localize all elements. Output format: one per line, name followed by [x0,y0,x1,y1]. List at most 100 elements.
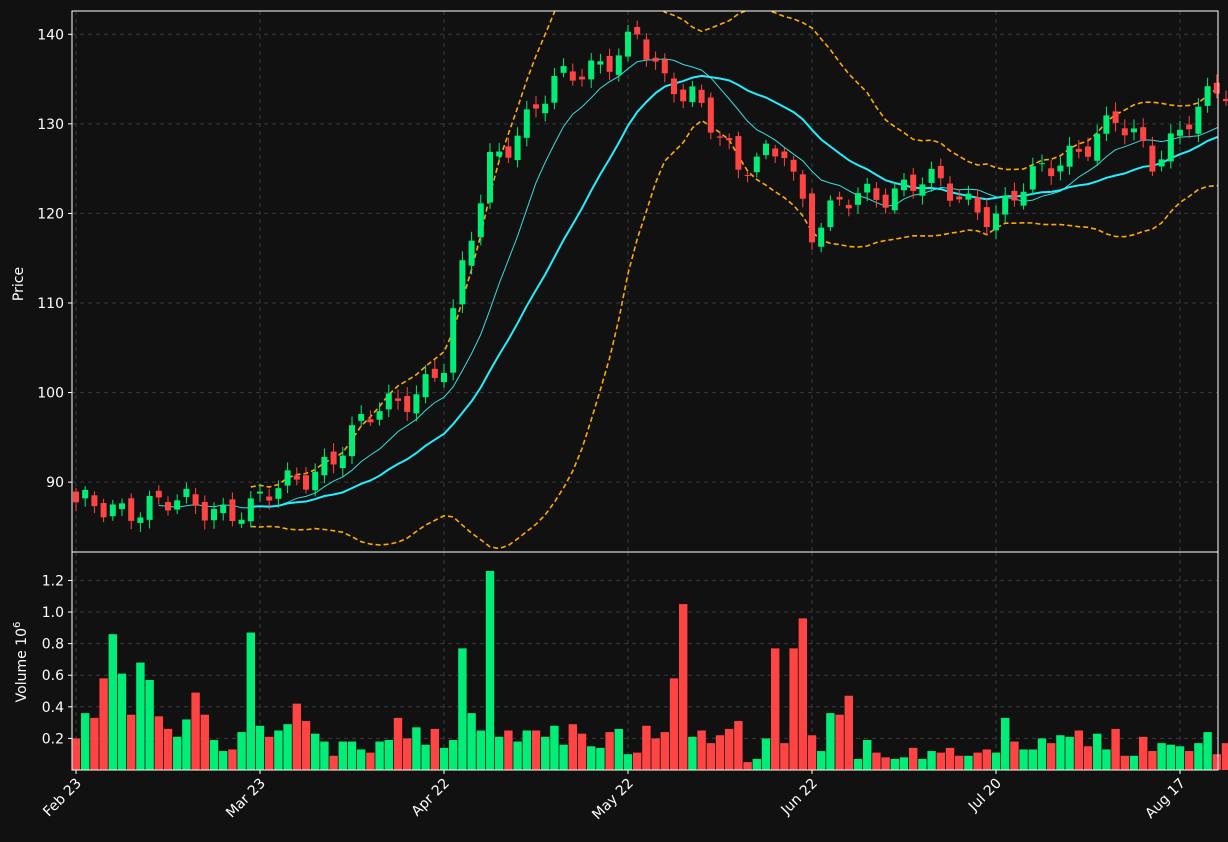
candle-body [772,148,779,157]
candle-body [753,156,760,173]
candle-body [910,174,917,191]
candle-body [339,455,346,469]
volume-bar [734,721,743,770]
moving-averages [158,58,1218,509]
volume-tick-label: 0.6 [42,668,64,684]
volume-bar [596,747,605,770]
candle-body [137,517,144,523]
candle-body [266,496,273,501]
candle-body [385,393,392,410]
candle-body [514,135,521,161]
volume-bar [99,678,108,770]
candle-body [606,55,613,72]
candle-body [82,489,89,499]
candle-body [983,207,990,228]
candle-body [431,368,438,378]
volume-bar [780,743,789,770]
candle-body [707,97,714,133]
volume-bar [660,732,669,770]
volume-bar [90,717,99,770]
candle-body [671,78,677,95]
candle-body [735,136,742,170]
volume-bar [669,678,679,770]
volume-bar [1139,736,1148,770]
volume-bar [228,749,237,770]
candle-body [956,196,963,200]
candle-body [763,143,769,156]
volume-bar [982,749,991,770]
volume-grid [72,552,1218,770]
candle-body [165,502,171,511]
volume-bar [1185,751,1194,770]
candle-body [698,89,705,103]
candle-body [404,396,411,412]
candle-body [919,184,926,196]
candle-body [533,104,539,109]
candle-body [330,451,337,465]
candle-body [109,504,116,517]
volume-bar [504,730,513,770]
candle-body [937,165,944,179]
price-tick-label: 110 [37,296,64,312]
candle-body [1057,165,1064,172]
candle-body [974,197,981,213]
candle-body [790,159,797,172]
volume-bar [439,747,449,770]
volume-bar [430,728,439,770]
volume-bar [136,662,145,770]
volume-bar [945,747,955,770]
volume-bar [1129,755,1139,770]
candle-body [284,470,291,486]
volume-bar [522,730,531,770]
candle-body [1195,106,1202,134]
candle-body [882,194,889,208]
candle-body [1094,133,1101,161]
volume-bar [329,755,338,770]
candle-body [468,240,475,266]
candle-body [717,136,723,138]
candle-body [643,39,650,60]
volume-bar [927,751,936,770]
candle-body [818,227,825,247]
candle-body [569,71,576,81]
volume-bar [642,725,651,770]
candle-body [238,519,245,524]
candle-body [128,498,135,521]
volume-bar [623,754,633,770]
volume-bar [1157,743,1166,770]
candle-body [579,76,585,80]
candle-body [947,183,953,201]
volume-axis-ticks: 0.2 0.4 0.6 0.8 1.0 1.2 [42,573,72,747]
volume-bar [964,755,973,770]
volume-bar [807,735,817,770]
volume-bar [145,679,154,770]
candle-body [1075,148,1082,152]
volume-bar [209,739,219,770]
volume-bar [449,739,458,770]
candle-body [1112,111,1119,123]
candle-body [744,174,751,176]
volume-bar [292,703,301,770]
candle-body [993,213,999,231]
volume-bar [191,692,200,770]
volume-bar [872,752,881,770]
volume-bar [265,736,274,770]
volume-bar [127,714,136,770]
candle-body [146,495,153,520]
candle-body [422,374,429,398]
volume-bar [117,673,127,770]
volume-bar [71,738,81,770]
volume-bar [743,762,752,770]
candle-body [441,372,447,383]
price-tick-label: 100 [37,386,64,402]
volume-bar [761,738,771,770]
candle-body [551,75,558,103]
candle-body [174,500,181,510]
candle-body [1186,124,1193,130]
volume-bar [881,757,890,770]
candle-body [376,411,383,420]
candle-body [358,414,365,421]
volume-bar [918,758,927,770]
volume-bar [495,736,504,770]
